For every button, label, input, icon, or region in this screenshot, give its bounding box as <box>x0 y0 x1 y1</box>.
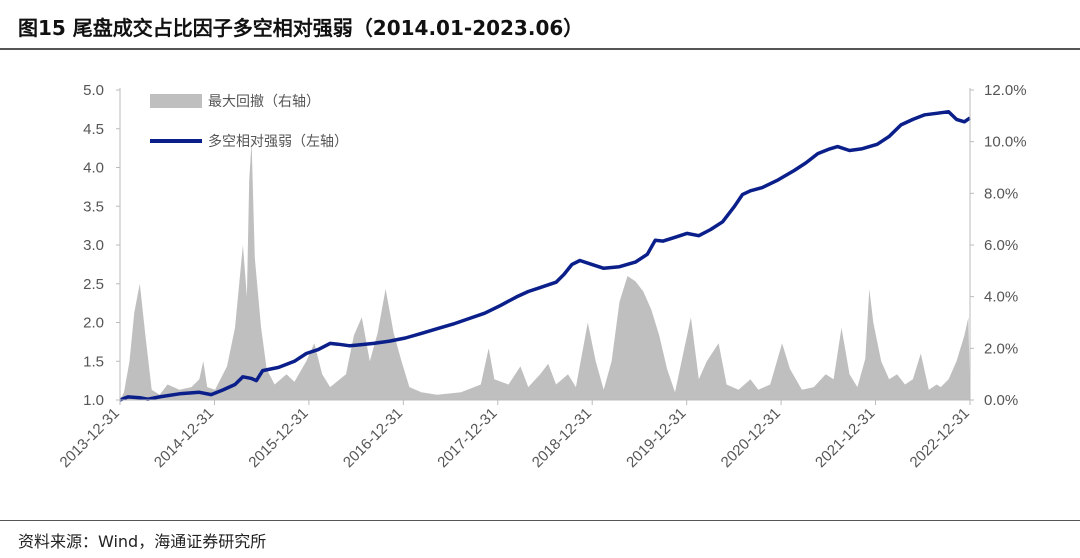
left-y-tick-label: 3.0 <box>83 237 104 254</box>
x-tick-label: 2013-12-31 <box>57 405 123 471</box>
legend-area-swatch <box>150 94 202 108</box>
legend-area-label: 最大回撤（右轴） <box>208 94 320 110</box>
x-tick-label: 2017-12-31 <box>434 405 500 471</box>
right-y-tick-label: 4.0% <box>984 289 1018 306</box>
left-y-tick-label: 4.5 <box>83 121 104 138</box>
chart: 5.0 4.5 4.0 3.5 3.0 2.5 2.0 1.5 1.0 12.0% 10.0% 8.0… <box>57 82 1027 471</box>
left-y-tick-label: 4.0 <box>83 160 104 177</box>
left-y-tick-label: 5.0 <box>83 82 104 99</box>
right-y-tick-label: 0.0% <box>984 392 1018 409</box>
footer-divider <box>0 520 1080 521</box>
x-tick-label: 2016-12-31 <box>340 405 406 471</box>
right-y-tick-label: 6.0% <box>984 237 1018 254</box>
title-bar: 图15 尾盘成交占比因子多空相对强弱（2014.01-2023.06） <box>0 0 1080 50</box>
left-y-tick-label: 1.0 <box>83 392 104 409</box>
left-y-tick-label: 2.5 <box>83 276 104 293</box>
left-y-tick-label: 2.0 <box>83 315 104 332</box>
legend-line-label: 多空相对强弱（左轴） <box>208 133 348 150</box>
page-title: 图15 尾盘成交占比因子多空相对强弱（2014.01-2023.06） <box>18 16 584 40</box>
source-note: 资料来源：Wind，海通证券研究所 <box>18 532 267 551</box>
right-y-tick-label: 8.0% <box>984 185 1018 202</box>
left-y-tick-label: 1.5 <box>83 353 104 370</box>
left-y-tick-label: 3.5 <box>83 198 104 215</box>
x-tick-label: 2020-12-31 <box>718 405 784 471</box>
x-tick-label: 2019-12-31 <box>623 405 689 471</box>
right-y-tick-label: 2.0% <box>984 340 1018 357</box>
x-tick-label: 2018-12-31 <box>529 405 595 471</box>
right-y-tick-label: 12.0% <box>984 82 1027 99</box>
plot-area: 5.0 4.5 4.0 3.5 3.0 2.5 2.0 1.5 1.0 12.0% 10.0% 8.0… <box>57 82 1027 471</box>
x-tick-label: 2014-12-31 <box>151 405 217 471</box>
long-short-line-series <box>119 109 972 402</box>
right-y-tick-label: 10.0% <box>984 134 1027 151</box>
drawdown-area-series <box>120 141 970 400</box>
x-tick-label: 2015-12-31 <box>245 405 311 471</box>
x-tick-label: 2021-12-31 <box>812 405 878 471</box>
x-tick-label: 2022-12-31 <box>907 405 973 471</box>
